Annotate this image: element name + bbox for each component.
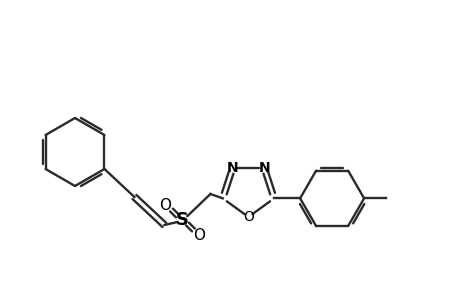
Text: N: N <box>226 161 238 175</box>
Text: O: O <box>159 197 171 212</box>
Text: O: O <box>193 227 205 242</box>
Text: S: S <box>175 211 189 229</box>
Text: N: N <box>258 161 269 175</box>
Text: O: O <box>242 210 253 224</box>
